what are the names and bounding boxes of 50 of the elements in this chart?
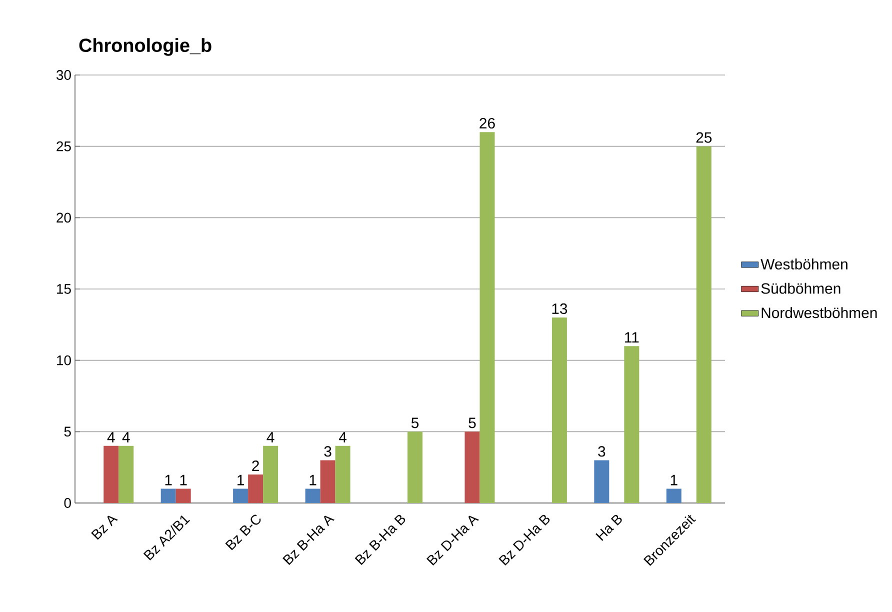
data-label: 4 bbox=[266, 432, 274, 442]
legend-label: Südböhmen bbox=[761, 282, 840, 294]
bar bbox=[594, 460, 610, 503]
bar bbox=[176, 488, 191, 503]
bar bbox=[320, 460, 336, 503]
bar bbox=[248, 474, 264, 503]
data-label: 26 bbox=[480, 118, 495, 129]
data-label: 5 bbox=[411, 418, 419, 428]
bar bbox=[666, 488, 682, 503]
legend-label: Westböhmen bbox=[760, 258, 848, 270]
data-label: 1 bbox=[165, 474, 172, 486]
bar bbox=[118, 446, 134, 503]
data-label: 11 bbox=[625, 332, 639, 343]
data-label: 1 bbox=[180, 474, 187, 486]
bar bbox=[160, 488, 176, 503]
data-label: 1 bbox=[670, 474, 678, 486]
data-label: 4 bbox=[122, 432, 130, 442]
data-label: 3 bbox=[598, 446, 606, 457]
data-label: 13 bbox=[552, 303, 568, 314]
data-label: 2 bbox=[252, 460, 259, 471]
y-tick-label: 5 bbox=[64, 426, 71, 437]
data-label: 3 bbox=[324, 446, 332, 457]
data-label: 1 bbox=[238, 474, 244, 486]
y-tick-label: 10 bbox=[57, 355, 71, 366]
x-tick-label: Bz A bbox=[91, 516, 118, 540]
bar bbox=[696, 146, 712, 503]
bar bbox=[335, 446, 350, 503]
y-tick-label: 0 bbox=[64, 498, 71, 508]
x-tick-label: Bz B-C bbox=[225, 514, 261, 550]
bar bbox=[624, 346, 640, 503]
bar bbox=[408, 432, 423, 503]
bar bbox=[552, 318, 567, 503]
data-label: 5 bbox=[468, 418, 476, 428]
bar bbox=[480, 132, 495, 503]
y-tick-label: 20 bbox=[56, 212, 71, 223]
data-label: 1 bbox=[310, 474, 316, 486]
bar bbox=[233, 488, 248, 503]
bar bbox=[104, 446, 119, 503]
data-label: 4 bbox=[338, 432, 346, 442]
x-tick-label: Ha B bbox=[596, 514, 622, 541]
bar bbox=[305, 488, 320, 503]
bar bbox=[464, 432, 480, 503]
data-label: 25 bbox=[696, 132, 712, 143]
bar bbox=[263, 446, 278, 503]
data-label: 4 bbox=[107, 432, 115, 442]
y-tick-label: 25 bbox=[56, 141, 71, 152]
chart-title: Chronologie_b bbox=[79, 38, 212, 56]
y-tick-label: 30 bbox=[56, 70, 71, 80]
legend-label: Nordwestböhmen bbox=[762, 307, 877, 318]
y-tick-label: 15 bbox=[57, 284, 71, 294]
